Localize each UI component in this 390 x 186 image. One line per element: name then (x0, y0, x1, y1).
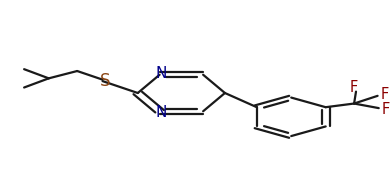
Text: N: N (156, 66, 167, 81)
Text: F: F (380, 86, 388, 102)
Text: N: N (156, 105, 167, 120)
Text: F: F (381, 102, 390, 117)
Text: F: F (350, 81, 358, 95)
Text: S: S (100, 72, 111, 90)
